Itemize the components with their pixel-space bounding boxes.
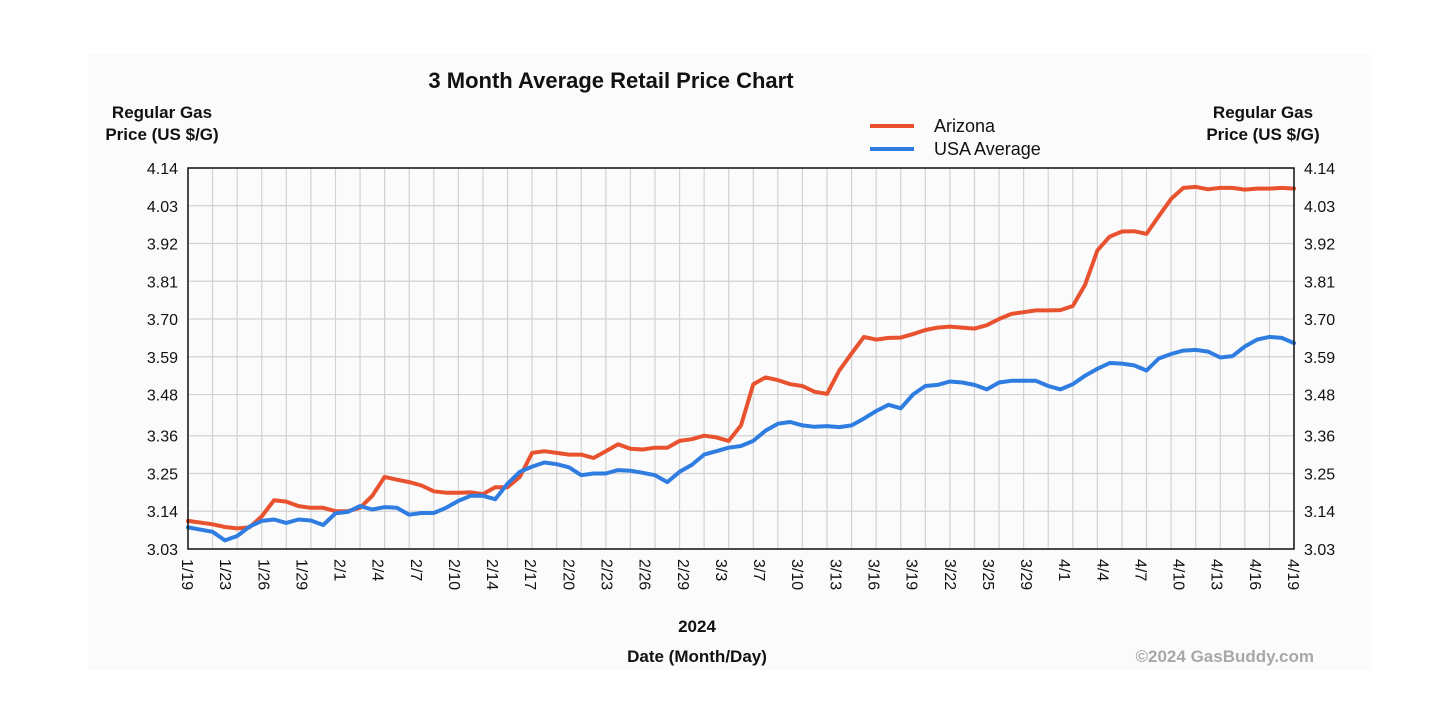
x-tick-label: 1/26: [254, 559, 271, 590]
y-tick-label-left: 3.70: [147, 312, 178, 329]
x-tick-label: 2/1: [331, 559, 348, 581]
y-tick-label-left: 4.14: [147, 161, 178, 178]
x-tick-label: 2/20: [559, 559, 576, 590]
x-tick-label: 2/4: [369, 559, 386, 581]
x-tick-label: 1/23: [216, 559, 233, 590]
x-tick-label: 1/29: [292, 559, 309, 590]
x-tick-label: 4/4: [1093, 559, 1110, 581]
y-tick-label-right: 3.48: [1304, 388, 1335, 405]
x-tick-label: 2/10: [445, 559, 462, 590]
x-tick-label: 3/16: [864, 559, 881, 590]
x-tick-label: 4/10: [1170, 559, 1187, 590]
y-ticks-left: 3.03 3.14 3.25 3.36 3.48 3.59 3.70 3.81 3.92 4.03…: [147, 161, 178, 559]
credit-text: ©2024 GasBuddy.com: [1136, 647, 1315, 666]
y-tick-label-right: 3.92: [1304, 237, 1335, 254]
x-tick-label: 3/19: [903, 559, 920, 590]
x-axis-label: Date (Month/Day): [627, 647, 767, 666]
x-tick-label: 3/22: [941, 559, 958, 590]
y-tick-label-left: 3.03: [147, 542, 178, 559]
x-axis-year: 2024: [678, 617, 716, 636]
plot-frame: [187, 167, 1295, 550]
y-tick-label-right: 3.59: [1304, 350, 1335, 367]
price-chart: 3 Month Average Retail Price Chart Regul…: [105, 68, 1335, 666]
x-tick-label: 3/29: [1017, 559, 1034, 590]
x-tick-label: 4/7: [1131, 559, 1148, 581]
chart-title: 3 Month Average Retail Price Chart: [428, 68, 794, 93]
series-line-arizona: [186, 184, 1296, 531]
legend-label-usa-average: USA Average: [934, 139, 1041, 159]
series-layer: [186, 184, 1296, 543]
series-line-usa-average: [186, 334, 1296, 543]
y-tick-label-right: 3.36: [1304, 429, 1335, 446]
x-tick-label: 2/17: [521, 559, 538, 590]
x-tick-label: 4/16: [1246, 559, 1263, 590]
y-tick-label-left: 3.59: [147, 350, 178, 367]
y-axis-label-right-line1: Regular Gas: [1213, 103, 1313, 122]
x-tick-label: 4/13: [1208, 559, 1225, 590]
y-ticks-right: 3.03 3.14 3.25 3.36 3.48 3.59 3.70 3.81 3.92 4.03…: [1304, 161, 1335, 559]
y-tick-label-left: 3.92: [147, 237, 178, 254]
y-tick-label-right: 3.25: [1304, 466, 1335, 483]
y-tick-label-left: 4.03: [147, 199, 178, 216]
x-tick-label: 3/13: [826, 559, 843, 590]
chart-panel: 3 Month Average Retail Price Chart Regul…: [88, 54, 1372, 670]
x-tick-label: 4/19: [1284, 559, 1301, 590]
legend-label-arizona: Arizona: [934, 116, 996, 136]
x-tick-label: 2/26: [636, 559, 653, 590]
y-tick-label-left: 3.81: [147, 274, 178, 291]
y-axis-label-left-line2: Price (US $/G): [105, 125, 218, 144]
x-tick-label: 3/10: [788, 559, 805, 590]
y-axis-label-right-line2: Price (US $/G): [1206, 125, 1319, 144]
x-tick-label: 1/19: [178, 559, 195, 590]
x-tick-label: 2/14: [483, 559, 500, 590]
x-tick-label: 3/7: [750, 559, 767, 581]
x-tick-label: 3/25: [979, 559, 996, 590]
y-tick-label-right: 3.03: [1304, 542, 1335, 559]
y-tick-label-left: 3.25: [147, 466, 178, 483]
y-tick-label-right: 4.03: [1304, 199, 1335, 216]
x-tick-label: 3/3: [712, 559, 729, 581]
x-tick-label: 2/29: [674, 559, 691, 590]
y-axis-label-left-line1: Regular Gas: [112, 103, 212, 122]
x-tick-label: 2/23: [598, 559, 615, 590]
y-tick-label-right: 4.14: [1304, 161, 1335, 178]
y-tick-label-left: 3.36: [147, 429, 178, 446]
y-tick-label-right: 3.14: [1304, 504, 1335, 521]
y-tick-label-left: 3.48: [147, 388, 178, 405]
legend: Arizona USA Average: [870, 116, 1041, 159]
grid: [187, 167, 1295, 550]
y-tick-label-right: 3.81: [1304, 274, 1335, 291]
y-tick-label-left: 3.14: [147, 504, 178, 521]
x-tick-label: 2/7: [407, 559, 424, 581]
x-tick-label: 4/1: [1055, 559, 1072, 581]
y-tick-label-right: 3.70: [1304, 312, 1335, 329]
x-ticks: 1/19 1/23 1/26 1/29 2/1 2/4 2/7 2/10 2/14 2/17 2/2…: [178, 559, 1301, 590]
